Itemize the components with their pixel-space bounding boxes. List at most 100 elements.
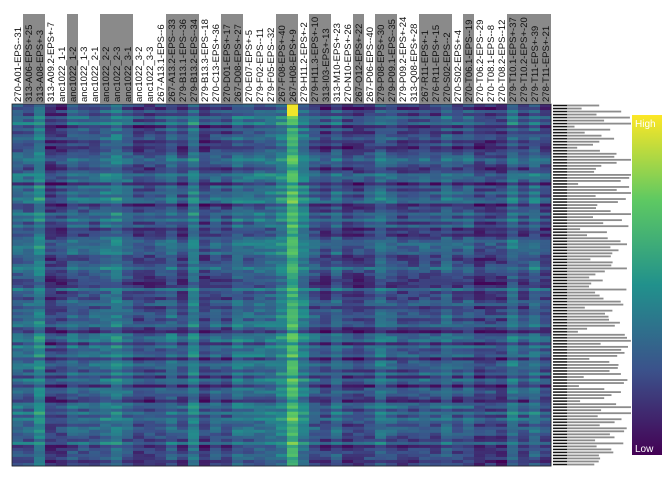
heatmap-cell [122,396,134,401]
heatmap-cell [298,122,310,126]
heatmap-cell [342,140,354,144]
heatmap-cell [496,402,508,407]
heatmap-cell [309,152,321,156]
heatmap-cell [67,309,79,313]
heatmap-cell [12,197,24,201]
heatmap-cell [441,384,453,388]
heatmap-cell [496,134,508,138]
heatmap-cell [485,218,497,223]
heatmap-cell [34,288,46,292]
heatmap-cell [474,203,486,207]
heatmap-cell [419,230,431,235]
heatmap-cell [441,137,453,141]
heatmap-cell [353,185,365,189]
heatmap-cell [133,263,145,268]
heatmap-cell [243,113,255,117]
heatmap-cell [210,122,222,126]
heatmap-cell [177,324,189,328]
heatmap-cell [397,173,409,177]
heatmap-cell [144,387,156,391]
heatmap-cell [441,294,453,298]
heatmap-cell [485,158,497,162]
heatmap-cell [23,191,35,195]
heatmap-cell [199,104,211,108]
heatmap-cell [474,336,486,340]
heatmap-cell [375,176,387,180]
heatmap-cell [276,173,288,177]
heatmap-cell [441,203,453,207]
heatmap-cell [353,197,365,201]
heatmap-cell [342,209,354,213]
heatmap-cell [199,348,211,352]
heatmap-cell [122,185,134,189]
heatmap-cell [210,272,222,277]
heatmap-cell [540,309,552,313]
heatmap-cell [155,158,167,162]
heatmap-cell [34,116,46,120]
heatmap-cell [23,185,35,189]
heatmap-cell [364,128,376,132]
heatmap-cell [210,260,222,265]
heatmap-cell [507,260,519,265]
heatmap-cell [364,345,376,349]
heatmap-cell [210,107,222,111]
heatmap-cell [265,113,277,117]
heatmap-cell [265,318,277,322]
heatmap-cell [89,303,101,307]
heatmap-cell [166,146,178,150]
heatmap-cell [353,266,365,271]
heatmap-cell [122,330,134,334]
heatmap-cell [540,221,552,226]
heatmap-cell [529,194,541,198]
heatmap-cell [122,116,134,120]
heatmap-cell [78,354,90,358]
heatmap-cell [111,107,123,111]
heatmap-cell [12,372,24,376]
heatmap-cell [298,113,310,117]
heatmap-cell [111,375,123,379]
heatmap-cell [56,110,68,114]
heatmap-cell [232,143,244,147]
heatmap-cell [188,275,200,280]
heatmap-cell [463,294,475,298]
heatmap-cell [144,251,156,256]
heatmap-cell [397,149,409,153]
heatmap-cell [452,357,464,361]
heatmap-cell [474,384,486,388]
heatmap-cell [67,209,79,213]
heatmap-cell [78,194,90,198]
heatmap-cell [463,170,475,174]
heatmap-cell [298,230,310,235]
heatmap-cell [89,149,101,153]
heatmap-cell [276,297,288,301]
heatmap-cell [397,245,409,250]
heatmap-cell [540,236,552,241]
heatmap-cell [331,146,343,150]
heatmap-cell [155,152,167,156]
heatmap-cell [133,387,145,391]
heatmap-cell [419,342,431,346]
heatmap-cell [518,188,530,192]
heatmap-cell [221,291,233,295]
heatmap-cell [474,321,486,325]
heatmap-cell [320,366,332,370]
heatmap-cell [243,158,255,162]
heatmap-cell [122,303,134,307]
heatmap-cell [254,393,266,398]
heatmap-cell [375,125,387,129]
heatmap-cell [364,173,376,177]
heatmap-cell [45,351,57,355]
heatmap-cell [232,402,244,407]
heatmap-cell [111,236,123,241]
heatmap-cell [34,327,46,331]
heatmap-cell [375,134,387,138]
heatmap-cell [485,104,497,108]
heatmap-cell [375,245,387,250]
heatmap-cell [386,239,398,244]
heatmap-cell [397,339,409,343]
heatmap-cell [254,375,266,379]
heatmap-cell [342,351,354,355]
heatmap-cell [34,278,46,283]
heatmap-cell [144,399,156,404]
heatmap-cell [177,176,189,180]
